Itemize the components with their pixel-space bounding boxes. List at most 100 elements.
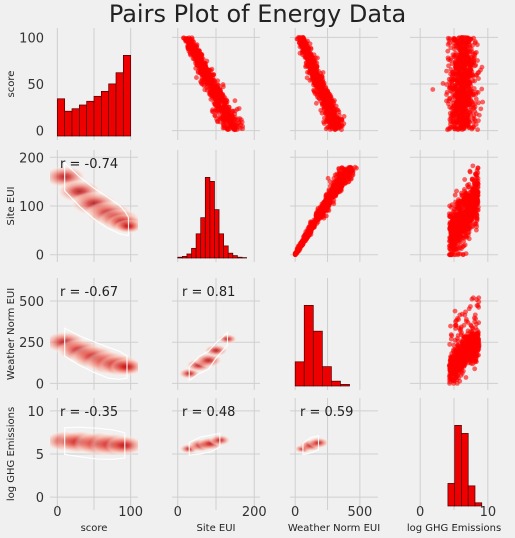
x-tick-label: 100 (118, 505, 143, 520)
scatter-point (456, 368, 462, 374)
scatter-point (318, 210, 323, 216)
scatter-point (473, 336, 478, 342)
scatter-point (208, 96, 214, 102)
scatter-point (463, 316, 469, 322)
y-axis-label: Site EUI (6, 187, 17, 226)
scatter-point (216, 110, 222, 116)
histogram-bar (340, 384, 350, 387)
scatter-point (458, 198, 464, 204)
scatter-point (325, 175, 331, 181)
scatter-point (224, 114, 230, 119)
scatter-point (470, 78, 476, 84)
scatter-point (475, 303, 481, 308)
y-tick-label: 50 (27, 78, 44, 93)
scatter-point (450, 77, 456, 83)
scatter-point (463, 223, 469, 229)
scatter-point (455, 342, 461, 348)
scatter-point (190, 47, 196, 53)
scatter-point (211, 87, 217, 93)
scatter-point (322, 94, 328, 100)
scatter-point (458, 115, 463, 121)
scatter-point (471, 119, 477, 125)
scatter-point (453, 52, 459, 58)
scatter-point (468, 304, 473, 309)
scatter-point (449, 69, 455, 75)
scatter-point (311, 224, 317, 230)
scatter-point (308, 60, 314, 66)
scatter-point (346, 170, 352, 176)
histogram-bar (181, 256, 188, 259)
scatter-point (332, 186, 338, 191)
scatter-point (305, 231, 310, 237)
scatter-point (221, 104, 227, 110)
scatter-point (331, 112, 336, 118)
histogram-bar (294, 361, 305, 387)
scatter-point (462, 76, 468, 82)
scatter-point (334, 115, 340, 121)
scatter-point (468, 348, 474, 354)
density-contour (188, 331, 229, 382)
scatter-point (348, 176, 354, 182)
scatter-point (456, 35, 462, 41)
scatter-point (301, 47, 307, 53)
scatter-point (459, 364, 464, 370)
scatter-point (300, 35, 306, 40)
scatter-point (458, 77, 464, 82)
scatter-point (456, 317, 461, 322)
scatter-point (194, 48, 200, 54)
histogram-bar (78, 104, 88, 137)
scatter-point (462, 59, 468, 64)
scatter-point (228, 119, 234, 125)
scatter-point (340, 174, 345, 180)
histogram-bar (204, 177, 211, 259)
histogram-1 (177, 177, 247, 259)
scatter-point (302, 55, 308, 60)
scatter-point (473, 340, 479, 346)
scatter-point (470, 105, 476, 110)
scatter-point (467, 169, 473, 175)
histogram-bar (200, 217, 206, 259)
scatter-point (464, 49, 470, 55)
scatter-point (461, 345, 467, 351)
scatter-point (457, 47, 463, 53)
scatter-point (458, 234, 464, 240)
histogram-bar (461, 433, 469, 507)
scatter-point (213, 102, 218, 108)
scatter-point (212, 113, 218, 119)
histogram-bar (177, 256, 183, 259)
histogram-0 (56, 55, 132, 137)
scatter-point (452, 224, 458, 229)
histogram-bar (223, 245, 229, 259)
y-tick-label: 0 (36, 377, 44, 392)
scatter-score-vs-site-eui (180, 35, 246, 133)
scatter-point (459, 84, 465, 90)
scatter-point (455, 333, 461, 338)
scatter-point (204, 58, 210, 64)
scatter-point (331, 201, 337, 207)
histogram-bar (312, 330, 323, 387)
density-blob (194, 353, 223, 368)
scatter-point (452, 192, 458, 198)
scatter-point (463, 191, 469, 197)
scatter-point (454, 231, 460, 237)
histogram-bar (467, 485, 476, 507)
scatter-point (445, 55, 451, 61)
scatter-point (446, 63, 451, 69)
scatter-point (311, 72, 317, 78)
scatter-point (475, 329, 481, 335)
scatter-point (305, 64, 310, 69)
scatter-point (313, 100, 319, 106)
scatter-point (457, 225, 463, 231)
scatter-point (467, 68, 473, 74)
scatter-point (475, 127, 481, 133)
scatter-point (469, 223, 475, 229)
scatter-point (195, 70, 201, 75)
scatter-point (215, 88, 221, 94)
histogram-bar (64, 110, 73, 137)
scatter-point (454, 188, 459, 194)
scatter-point (463, 375, 469, 380)
scatter-point (456, 107, 462, 112)
scatter-point (448, 113, 454, 119)
scatter-point (463, 309, 468, 315)
